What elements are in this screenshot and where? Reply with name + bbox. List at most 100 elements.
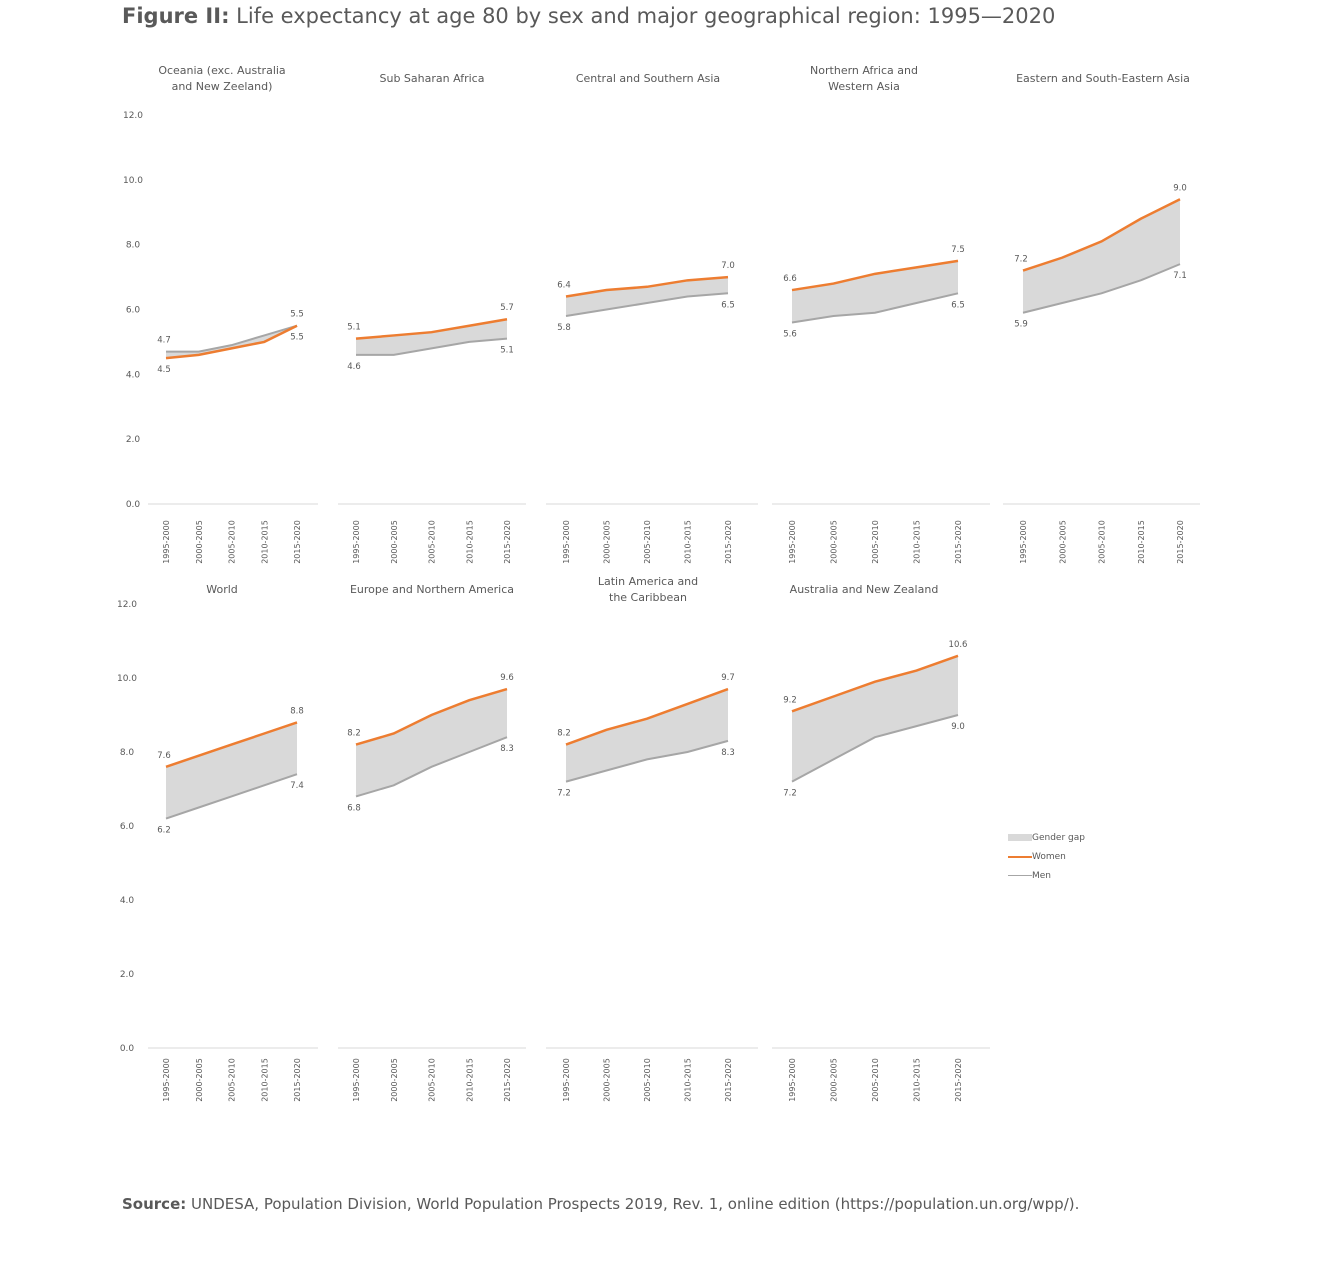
women-line bbox=[565, 687, 729, 746]
x-tick-label: 2000-2005 bbox=[603, 1058, 612, 1102]
x-tick-label: 2005-2010 bbox=[428, 520, 437, 564]
women-data-label: 9.7 bbox=[721, 673, 735, 683]
panel-title-line: Australia and New Zealand bbox=[790, 583, 939, 596]
panel-europe-and-northern-america: Europe and Northern America 8.2 9.6 6.8 8.3 1… bbox=[338, 583, 526, 1102]
x-tick-label: 2010-2015 bbox=[913, 1058, 922, 1102]
panel-australia-and-new-zealand: Australia and New Zealand 9.2 10.6 7.2 9.0 19… bbox=[772, 583, 990, 1102]
x-tick-label: 2005-2010 bbox=[228, 520, 237, 564]
source-text: UNDESA, Population Division, World Popul… bbox=[186, 1195, 1080, 1213]
x-tick-label: 2015-2020 bbox=[954, 520, 963, 564]
women-data-label: 9.2 bbox=[783, 695, 797, 705]
gender-gap-area bbox=[1023, 199, 1180, 313]
men-data-label: 7.1 bbox=[1173, 271, 1187, 281]
x-tick-label: 2010-2015 bbox=[684, 1058, 693, 1102]
y-tick-label: 4.0 bbox=[120, 896, 135, 906]
panel-world: World 0.0 2.0 4.0 6.0 8.0 10.0 12.0 7.6 8.8 6.2 7.4… bbox=[117, 583, 318, 1102]
panel-title-line: Central and Southern Asia bbox=[576, 72, 720, 85]
gender-gap-area bbox=[166, 325, 297, 359]
x-tick-label: 2000-2005 bbox=[830, 1058, 839, 1102]
gender-gap-area bbox=[566, 277, 728, 316]
panel-title-line: Europe and Northern America bbox=[350, 583, 514, 596]
legend-label-gap: Gender gap bbox=[1032, 832, 1085, 843]
women-data-label: 8.2 bbox=[557, 729, 571, 739]
x-tick-label: 1995-2000 bbox=[1019, 520, 1028, 564]
panel-title-line: Sub Saharan Africa bbox=[380, 72, 485, 85]
legend-swatch-women bbox=[1008, 855, 1032, 858]
panel-central-and-southern-asia: Central and Southern Asia 6.4 7.0 5.8 6.5 199… bbox=[546, 72, 758, 564]
x-tick-label: 2005-2010 bbox=[643, 1058, 652, 1102]
women-data-label: 5.1 bbox=[347, 323, 361, 333]
x-tick-label: 2005-2010 bbox=[1098, 520, 1107, 564]
panel-oceania-exc-australia-and-new-zeeland: Oceania (exc. Australia and New Zeeland) 0… bbox=[123, 64, 318, 564]
panel-title: Europe and Northern America bbox=[350, 583, 514, 596]
x-tick-label: 2015-2020 bbox=[724, 1058, 733, 1102]
women-data-label: 10.6 bbox=[949, 640, 968, 650]
y-tick-label: 4.0 bbox=[126, 370, 141, 380]
x-tick-label: 1995-2000 bbox=[352, 1058, 361, 1102]
panel-title: Northern Africa and Western Asia bbox=[810, 64, 918, 93]
men-data-label: 7.4 bbox=[290, 781, 304, 791]
x-tick-label: 2005-2010 bbox=[228, 1058, 237, 1102]
chart-legend: Gender gap Women Men bbox=[1008, 828, 1085, 885]
figure-title-text: Life expectancy at age 80 by sex and maj… bbox=[229, 4, 1056, 28]
panel-title: Oceania (exc. Australia and New Zeeland) bbox=[158, 64, 285, 93]
men-data-label: 5.1 bbox=[500, 346, 514, 356]
panel-title-line: Western Asia bbox=[828, 80, 900, 93]
x-tick-label: 2000-2005 bbox=[390, 1058, 399, 1102]
x-tick-label: 2005-2010 bbox=[871, 1058, 880, 1102]
men-data-label: 5.9 bbox=[1014, 320, 1028, 330]
x-tick-label: 2005-2010 bbox=[428, 1058, 437, 1102]
men-data-label: 6.5 bbox=[951, 300, 965, 310]
x-tick-label: 2005-2010 bbox=[643, 520, 652, 564]
men-data-label: 4.6 bbox=[347, 362, 361, 372]
panel-title-line: Northern Africa and bbox=[810, 64, 918, 77]
men-data-label: 7.2 bbox=[783, 789, 797, 799]
x-tick-label: 2015-2020 bbox=[293, 520, 302, 564]
x-tick-label: 2015-2020 bbox=[724, 520, 733, 564]
men-data-label: 5.8 bbox=[557, 323, 571, 333]
women-line bbox=[791, 654, 959, 713]
x-tick-label: 1995-2000 bbox=[352, 520, 361, 564]
panel-title-line: Latin America and bbox=[598, 575, 698, 588]
x-tick-label: 2010-2015 bbox=[260, 1058, 269, 1102]
women-data-label: 5.7 bbox=[500, 303, 514, 313]
legend-item-women: Women bbox=[1008, 847, 1085, 866]
y-tick-label: 8.0 bbox=[120, 748, 135, 758]
x-tick-label: 2015-2020 bbox=[503, 1058, 512, 1102]
legend-item-gap: Gender gap bbox=[1008, 828, 1085, 847]
x-tick-label: 1995-2000 bbox=[562, 520, 571, 564]
women-data-label: 8.2 bbox=[347, 729, 361, 739]
legend-label-men: Men bbox=[1032, 870, 1052, 881]
x-tick-label: 1995-2000 bbox=[162, 520, 171, 564]
women-line bbox=[1022, 198, 1181, 272]
x-tick-label: 2015-2020 bbox=[1176, 520, 1185, 564]
women-data-label: 7.5 bbox=[951, 245, 965, 255]
x-tick-label: 2015-2020 bbox=[293, 1058, 302, 1102]
women-data-label: 4.5 bbox=[157, 365, 171, 375]
y-tick-label: 6.0 bbox=[120, 822, 135, 832]
x-tick-label: 2005-2010 bbox=[871, 520, 880, 564]
panel-title: Sub Saharan Africa bbox=[380, 72, 485, 85]
men-data-label: 5.6 bbox=[783, 329, 797, 339]
x-tick-label: 1995-2000 bbox=[788, 520, 797, 564]
panel-eastern-and-south-eastern-asia: Eastern and South-Eastern Asia 7.2 9.0 5.9 7… bbox=[1003, 72, 1200, 564]
men-data-label: 6.8 bbox=[347, 803, 361, 813]
panel-title-line: and New Zeeland) bbox=[172, 80, 273, 93]
women-data-label: 6.6 bbox=[783, 274, 797, 284]
x-tick-label: 2015-2020 bbox=[954, 1058, 963, 1102]
men-data-label: 4.7 bbox=[157, 336, 171, 346]
gender-gap-area bbox=[166, 722, 297, 819]
women-line bbox=[165, 324, 298, 360]
x-tick-label: 2000-2005 bbox=[603, 520, 612, 564]
women-data-label: 7.6 bbox=[157, 751, 171, 761]
women-data-label: 9.0 bbox=[1173, 183, 1187, 193]
y-tick-label: 10.0 bbox=[117, 674, 137, 684]
panel-title: Latin America and the Caribbean bbox=[598, 575, 698, 604]
y-tick-label: 12.0 bbox=[123, 111, 143, 121]
men-data-label: 8.3 bbox=[721, 748, 735, 758]
x-tick-label: 2010-2015 bbox=[913, 520, 922, 564]
panel-title-line: World bbox=[206, 583, 238, 596]
women-line bbox=[355, 317, 508, 340]
y-tick-label: 2.0 bbox=[126, 435, 141, 445]
